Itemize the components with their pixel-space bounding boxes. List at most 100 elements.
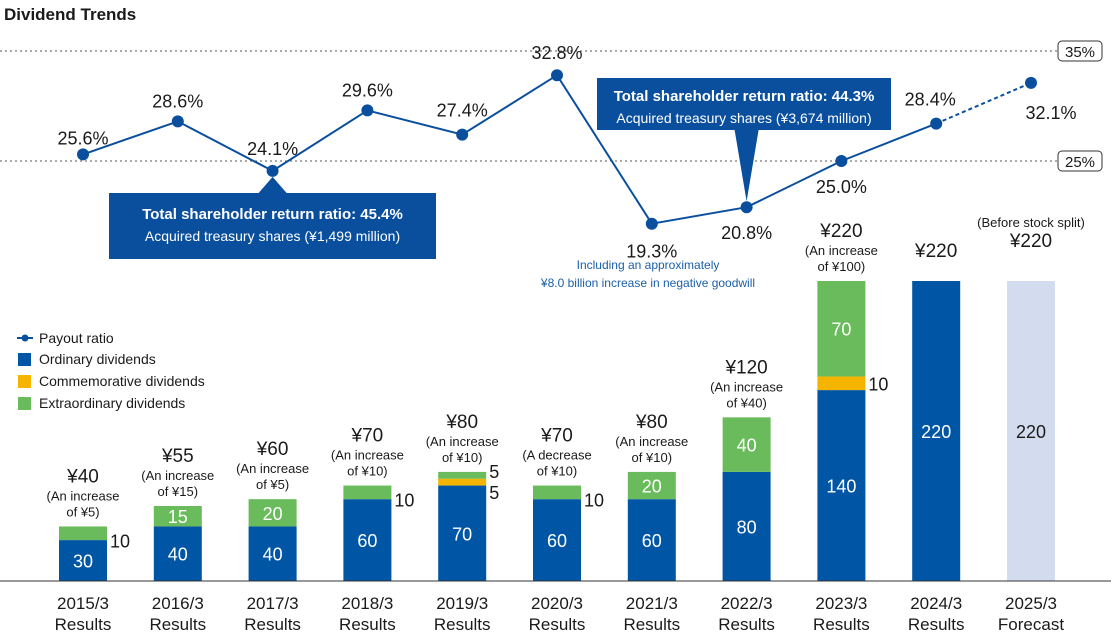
- bar-ordinary: [912, 281, 961, 581]
- bar-total-label: ¥70: [540, 426, 573, 447]
- bar-note: (Before stock split): [977, 215, 1085, 230]
- bar-value-label: 15: [168, 507, 188, 527]
- bar-note: (A decrease: [522, 448, 591, 463]
- bar-ordinary: [343, 499, 392, 581]
- legend-swatch: [18, 397, 31, 410]
- legend-swatch: [18, 353, 31, 366]
- x-tick-label: 2015/3: [57, 594, 109, 613]
- bar-total-label: ¥55: [161, 446, 194, 467]
- bar-note: of ¥15): [158, 484, 198, 499]
- x-tick-label: 2020/3: [531, 594, 583, 613]
- payout-ratio-point: [551, 69, 563, 82]
- payout-ratio-point: [930, 117, 943, 130]
- x-tick-sublabel: Results: [908, 615, 965, 634]
- legend-marker: [21, 334, 29, 342]
- bar-note: (An increase: [710, 379, 783, 394]
- bar-ordinary: [533, 499, 581, 581]
- x-tick-sublabel: Forecast: [998, 615, 1064, 634]
- bar-note: (An increase: [426, 434, 499, 449]
- payout-ratio-point: [740, 201, 753, 214]
- bar-total-label: ¥120: [724, 357, 767, 378]
- bar-value-label: 70: [452, 524, 472, 544]
- bar-value-label: 80: [737, 517, 757, 537]
- payout-ratio-label: 29.6%: [342, 80, 393, 100]
- x-tick-label: 2024/3: [910, 594, 962, 613]
- callout-group: Total shareholder return ratio: 45.4% Acq…: [109, 78, 891, 259]
- bar-side-label: 10: [110, 531, 130, 551]
- x-tick-label: 2021/3: [626, 594, 678, 613]
- bar-note: of ¥10): [537, 464, 577, 479]
- bar-ordinary: [59, 540, 107, 581]
- annotation-note: ¥8.0 billion increase in negative goodwi…: [540, 276, 755, 290]
- reference-label: 35%: [1065, 44, 1095, 61]
- bar-note: of ¥10): [442, 450, 482, 465]
- bar-total-label: ¥220: [819, 221, 862, 242]
- x-tick-label: 2025/3: [1005, 594, 1057, 613]
- callout-detail: Acquired treasury shares (¥1,499 million…: [145, 228, 400, 244]
- bar-side-label: 10: [584, 490, 604, 510]
- reference-label-box: [1057, 40, 1103, 62]
- bar-value-label: 140: [826, 477, 856, 497]
- payout-ratio-forecast-line: [935, 81, 1032, 125]
- bar-extraordinary: [627, 471, 676, 500]
- x-tick-label: 2023/3: [815, 594, 867, 613]
- legend: Payout ratio Ordinary dividends Commemorat…: [17, 330, 205, 411]
- bar-ordinary: [1007, 281, 1055, 581]
- bar-value-label: 60: [642, 531, 662, 551]
- annotation-note: Including an approximately: [577, 258, 720, 272]
- payout-ratio-point: [171, 115, 184, 128]
- bar-extraordinary: [722, 417, 771, 472]
- payout-ratio-label: 27.4%: [437, 101, 488, 121]
- bar-total-label: ¥70: [351, 426, 384, 447]
- callout-pointer: [734, 130, 759, 202]
- payout-ratio-line-group: 25.6% 28.6% 24.1% 29.6% 27.4% 32.8% 19.3% 20.8%…: [57, 43, 1076, 262]
- x-tick-sublabel: Results: [813, 615, 870, 634]
- x-axis: 2015/3 Results 2016/3 Results 2017/3 Results 2…: [0, 580, 1111, 634]
- bar-total-label: ¥40: [66, 466, 99, 487]
- legend-label: Commemorative dividends: [39, 373, 205, 389]
- payout-ratio-point: [361, 104, 374, 117]
- bar-group: 30 40 40 60 70 60 60 80 140 220 220 15 20 20 40 70 10 10 5…: [47, 215, 1085, 581]
- bar-value-label: 60: [357, 531, 377, 551]
- bar-note: (An increase: [236, 461, 309, 476]
- bar-extraordinary: [153, 506, 202, 527]
- legend-label: Extraordinary dividends: [39, 395, 185, 411]
- bar-total-label: ¥80: [445, 412, 478, 433]
- bar-side-label: 10: [394, 490, 414, 510]
- bar-total-label: ¥60: [256, 439, 289, 460]
- payout-ratio-label: 24.1%: [247, 139, 298, 159]
- payout-ratio-point: [645, 217, 658, 230]
- legend-swatch: [18, 375, 31, 388]
- bar-side-label: 5: [489, 462, 499, 482]
- payout-ratio-label: 19.3%: [626, 242, 677, 262]
- callout-box: [597, 78, 891, 130]
- x-tick-sublabel: Results: [55, 615, 112, 634]
- x-tick-sublabel: Results: [149, 615, 206, 634]
- bar-value-label: 20: [642, 477, 662, 497]
- callout-title: Total shareholder return ratio: 44.3%: [614, 88, 875, 105]
- x-tick-label: 2017/3: [247, 594, 299, 613]
- bar-ordinary: [153, 526, 202, 581]
- payout-ratio-label: 32.1%: [1025, 103, 1076, 123]
- callout-detail: Acquired treasury shares (¥3,674 million…: [616, 110, 871, 126]
- bar-extraordinary: [438, 471, 487, 479]
- bar-total-label: ¥220: [1009, 231, 1052, 252]
- bar-ordinary: [438, 485, 487, 581]
- chart-title: Dividend Trends: [4, 5, 136, 24]
- bar-extraordinary: [817, 281, 866, 377]
- payout-ratio-point: [266, 164, 279, 177]
- bar-value-label: 60: [547, 531, 567, 551]
- bar-note: of ¥10): [632, 450, 672, 465]
- bar-extraordinary: [343, 485, 392, 500]
- bar-value-label: 70: [831, 320, 851, 340]
- payout-ratio-label: 28.6%: [152, 91, 203, 111]
- x-tick-label: 2019/3: [436, 594, 488, 613]
- bar-value-label: 220: [921, 422, 951, 442]
- bar-note: (An increase: [141, 468, 214, 483]
- bar-note: of ¥100): [818, 259, 866, 274]
- bar-ordinary: [248, 526, 297, 581]
- legend-label: Payout ratio: [39, 330, 114, 346]
- bar-ordinary: [722, 471, 771, 581]
- payout-ratio-label: 25.0%: [816, 177, 867, 197]
